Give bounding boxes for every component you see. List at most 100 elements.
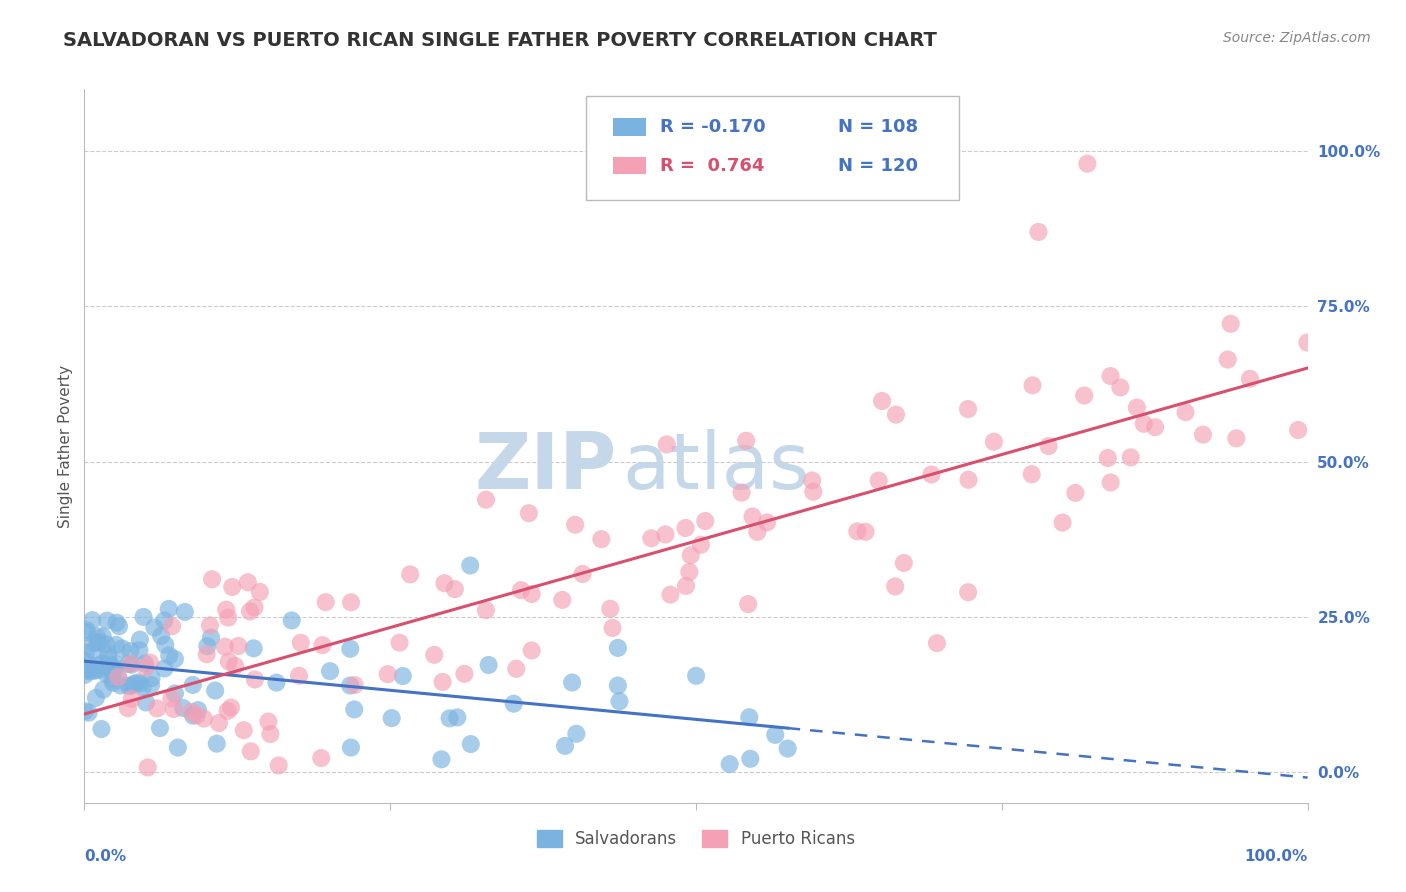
Point <box>135 660 157 674</box>
Point <box>1192 427 1215 442</box>
Point <box>458 558 481 573</box>
Point <box>77 706 100 720</box>
Point <box>423 648 446 662</box>
Point <box>163 702 186 716</box>
Text: atlas: atlas <box>623 429 810 506</box>
Point <box>186 708 208 723</box>
Point <box>187 703 209 717</box>
Point <box>381 711 404 725</box>
Point <box>208 716 231 731</box>
Point <box>117 679 139 693</box>
Point <box>659 588 682 602</box>
Point <box>101 673 124 687</box>
Point <box>111 641 134 656</box>
Point <box>89 635 111 649</box>
Point <box>259 727 281 741</box>
Point <box>155 638 177 652</box>
Point <box>1296 335 1319 350</box>
Point <box>956 402 979 417</box>
Point <box>217 704 239 718</box>
Point <box>82 613 104 627</box>
Point <box>163 686 186 700</box>
Point <box>392 669 415 683</box>
Point <box>91 630 114 644</box>
Point <box>173 605 195 619</box>
Point <box>475 603 498 617</box>
Point <box>120 644 142 658</box>
Point <box>120 657 142 671</box>
Point <box>128 643 150 657</box>
Point <box>120 657 142 672</box>
Point <box>181 708 204 723</box>
Point <box>478 658 501 673</box>
Point <box>166 740 188 755</box>
Point <box>172 701 194 715</box>
Point <box>134 657 156 671</box>
Point <box>110 678 132 692</box>
Point <box>1225 431 1247 445</box>
Point <box>105 638 128 652</box>
Point <box>675 579 697 593</box>
FancyBboxPatch shape <box>613 157 645 174</box>
Point <box>135 695 157 709</box>
Point <box>1021 378 1043 392</box>
Point <box>96 614 118 628</box>
Point <box>201 572 224 586</box>
Point <box>86 629 108 643</box>
Point <box>90 722 112 736</box>
Point <box>103 662 125 676</box>
Point <box>432 674 454 689</box>
Point <box>75 662 97 676</box>
Point <box>801 484 824 499</box>
Point <box>920 467 942 482</box>
Point <box>801 474 824 488</box>
Point <box>105 615 128 630</box>
Point <box>73 668 96 682</box>
Point <box>315 595 337 609</box>
Point <box>564 517 586 532</box>
Point <box>740 752 762 766</box>
Point <box>84 664 107 678</box>
Point <box>131 680 153 694</box>
Point <box>136 760 159 774</box>
Point <box>1076 156 1098 170</box>
Point <box>221 580 243 594</box>
Point <box>343 702 366 716</box>
Point <box>73 704 96 718</box>
Point <box>79 661 101 675</box>
Point <box>433 576 456 591</box>
Point <box>193 712 215 726</box>
Point <box>1132 417 1154 431</box>
Point <box>1073 388 1095 402</box>
Point <box>86 635 108 649</box>
Point <box>554 739 576 753</box>
Text: R =  0.764: R = 0.764 <box>661 157 765 175</box>
Point <box>143 620 166 634</box>
Point <box>215 602 238 616</box>
Point <box>160 619 183 633</box>
Point <box>86 658 108 673</box>
Point <box>75 646 97 660</box>
Point <box>195 639 218 653</box>
Text: 0.0%: 0.0% <box>84 849 127 864</box>
Point <box>870 394 893 409</box>
Point <box>101 676 124 690</box>
Point <box>599 601 621 615</box>
Point <box>430 752 453 766</box>
Point <box>128 677 150 691</box>
Point <box>82 643 104 657</box>
Point <box>738 710 761 724</box>
Point <box>84 690 107 705</box>
Point <box>242 641 264 656</box>
Point <box>195 647 218 661</box>
Point <box>444 582 467 596</box>
Point <box>290 636 312 650</box>
Point <box>204 683 226 698</box>
Point <box>446 710 468 724</box>
Point <box>561 675 583 690</box>
Point <box>505 662 527 676</box>
Point <box>97 651 120 665</box>
Point <box>735 434 758 448</box>
Text: Source: ZipAtlas.com: Source: ZipAtlas.com <box>1223 31 1371 45</box>
Point <box>93 682 115 697</box>
